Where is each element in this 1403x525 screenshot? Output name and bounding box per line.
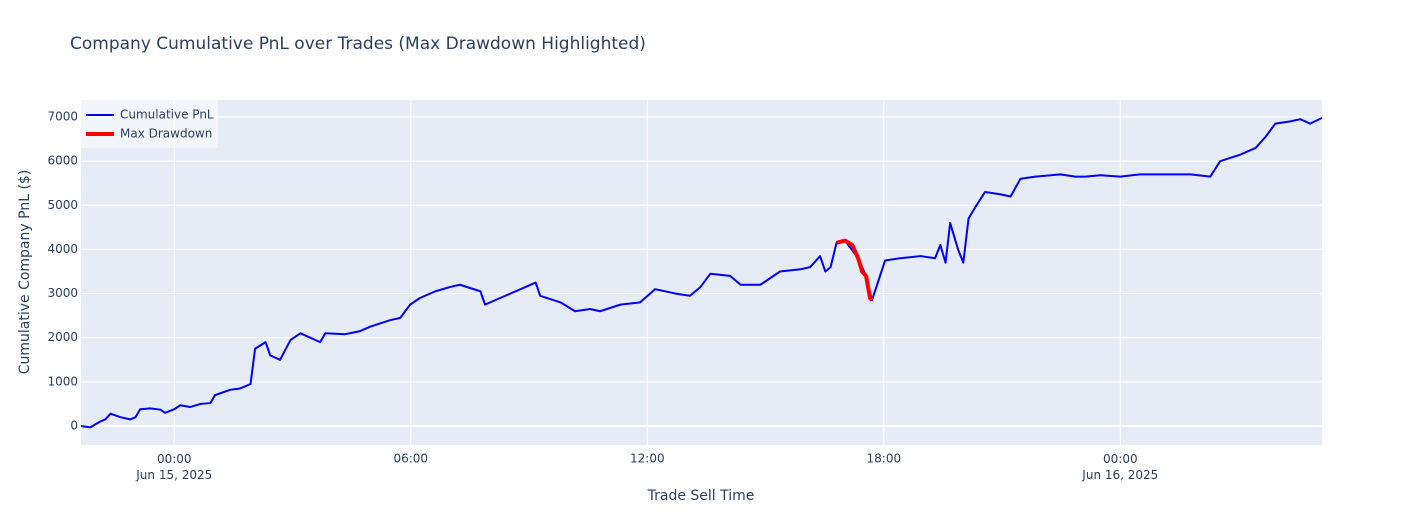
labels: 0 1000 2000 3000 4000 5000 6000 7000 00:00 Jun 15… <box>47 109 1158 481</box>
y-tick-label: 2000 <box>47 330 78 344</box>
legend: Cumulative PnL Max Drawdown <box>81 100 218 148</box>
chart-title: Company Cumulative PnL over Trades (Max … <box>70 34 646 54</box>
marks <box>80 116 1323 429</box>
series-line <box>80 116 1323 429</box>
y-tick-label: 6000 <box>47 154 78 168</box>
y-tick-label: 7000 <box>47 109 78 123</box>
y-tick-label: 0 <box>70 419 78 433</box>
grid <box>81 100 1322 445</box>
x-tick-label: 00:00 Jun 15, 2025 <box>135 452 212 482</box>
x-axis-title: Trade Sell Time <box>647 488 755 504</box>
legend-box <box>81 100 218 148</box>
x-tick-label: 18:00 <box>867 452 902 466</box>
x-tick-label: 12:00 <box>630 452 665 466</box>
y-tick-label: 1000 <box>47 374 78 388</box>
x-tick-label: 00:00 Jun 16, 2025 <box>1081 452 1158 482</box>
legend-label: Cumulative PnL <box>120 108 214 122</box>
x-tick-label: 06:00 <box>393 452 428 466</box>
y-tick-label: 5000 <box>47 198 78 212</box>
series-line <box>836 238 874 302</box>
plot-area <box>81 100 1322 445</box>
y-tick-label: 3000 <box>47 286 78 300</box>
legend-label: Max Drawdown <box>120 127 212 141</box>
y-axis-title: Cumulative Company PnL ($) <box>17 170 33 375</box>
y-tick-label: 4000 <box>47 242 78 256</box>
